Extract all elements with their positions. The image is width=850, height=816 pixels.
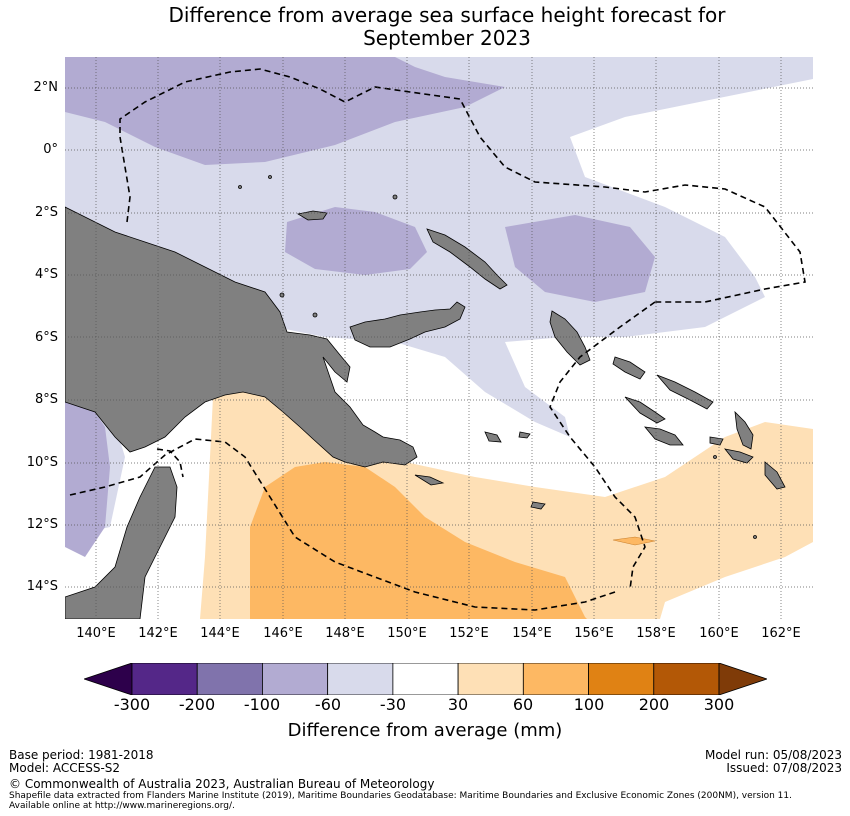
contour-orange-small	[612, 536, 656, 546]
land-islet	[238, 185, 242, 189]
lat-label: 14°S	[26, 579, 58, 594]
lon-label: 156°E	[574, 626, 614, 641]
issued-date: Issued: 07/08/2023	[726, 761, 842, 775]
map-panel	[65, 57, 813, 619]
title-line-1: Difference from average sea surface heig…	[168, 3, 726, 27]
land-new-georgia	[624, 396, 666, 424]
colorbar-segment	[131, 663, 198, 695]
colorbar-tick: -300	[113, 695, 151, 714]
land-malaita	[734, 410, 754, 450]
model-run: Model run: 05/08/2023	[704, 748, 842, 762]
lat-label: 8°S	[34, 392, 58, 407]
colorbar-tick: -200	[178, 695, 216, 714]
land-rossel	[530, 501, 546, 510]
title-line-2: September 2023	[363, 26, 531, 50]
colorbar-segment	[392, 663, 459, 695]
colorbar-segment	[653, 663, 720, 695]
colorbar-segment	[262, 663, 329, 695]
land-bougainville	[549, 310, 591, 366]
land-islet	[268, 175, 272, 179]
land-misima	[414, 474, 445, 486]
lon-label: 160°E	[699, 626, 739, 641]
colorbar-tick: 300	[703, 695, 735, 714]
colorbar	[84, 663, 767, 695]
eez-boundary-png-aus	[69, 438, 616, 611]
eez-boundary-south	[549, 301, 656, 590]
colorbar-segment	[522, 663, 589, 695]
lat-label: 0°	[43, 142, 58, 157]
base-period: Base period: 1981-2018	[9, 748, 154, 762]
eez-boundary-torres	[156, 448, 184, 478]
colorbar-tick: 200	[638, 695, 670, 714]
colorbar-extension-high	[718, 663, 767, 695]
land-new-guinea	[65, 206, 418, 468]
colorbar-segment	[196, 663, 263, 695]
colorbar-segments	[84, 663, 767, 695]
model-name: Model: ACCESS-S2	[9, 761, 121, 775]
contour-medium-purple-north	[65, 57, 505, 165]
colorbar-label: Difference from average (mm)	[287, 720, 563, 741]
lat-label: 12°S	[26, 517, 58, 532]
eez-boundary-north	[119, 68, 806, 303]
land-masses	[65, 175, 786, 619]
colorbar-tick: 30	[447, 695, 469, 714]
contour-orange	[250, 462, 587, 619]
lon-label: 152°E	[449, 626, 489, 641]
lat-label: 2°S	[34, 205, 58, 220]
land-santa-isabel	[656, 374, 714, 410]
copyright: © Commonwealth of Australia 2023, Austra…	[9, 777, 435, 791]
land-makira	[724, 448, 754, 464]
land-woodlark	[518, 431, 531, 439]
lon-label: 140°E	[76, 626, 116, 641]
lon-label: 150°E	[387, 626, 427, 641]
lon-label: 154°E	[512, 626, 552, 641]
chart-title: Difference from average sea surface heig…	[0, 4, 850, 50]
lat-label: 2°N	[33, 80, 59, 95]
colorbar-tick: 100	[573, 695, 605, 714]
contour-medium-purple-west	[65, 402, 110, 557]
colorbar-tick: 60	[512, 695, 534, 714]
contour-medium-purple-east	[505, 215, 655, 302]
land-new-ireland	[426, 228, 508, 290]
lon-label: 144°E	[200, 626, 240, 641]
colorbar-segment	[327, 663, 394, 695]
graticule	[65, 57, 813, 619]
land-choiseul	[612, 356, 646, 380]
land-islet	[312, 312, 318, 318]
lat-label: 10°S	[26, 455, 58, 470]
maritime-boundaries	[69, 68, 806, 611]
land-cape-york	[65, 466, 178, 619]
colorbar-tick: -60	[314, 695, 342, 714]
shapefile-credit: Shapefile data extracted from Flanders M…	[9, 791, 792, 801]
colorbar-segment	[588, 663, 655, 695]
land-islet	[713, 455, 717, 459]
lon-label: 146°E	[263, 626, 303, 641]
colorbar-tick: -30	[379, 695, 407, 714]
land-islet	[279, 292, 285, 298]
land-louisiade	[484, 431, 502, 443]
lat-label: 4°S	[34, 267, 58, 282]
lat-label: 6°S	[34, 330, 58, 345]
colorbar-extension-low	[84, 663, 133, 695]
lon-label: 158°E	[636, 626, 676, 641]
shapefile-url: Available online at http://www.marinereg…	[9, 801, 235, 811]
colorbar-segment	[457, 663, 524, 695]
land-guadalcanal	[644, 426, 684, 446]
land-new-britain	[349, 301, 466, 348]
land-islet	[392, 194, 398, 200]
lon-label: 142°E	[138, 626, 178, 641]
contour-medium-purple-center	[285, 207, 427, 275]
land-islet	[753, 535, 757, 539]
colorbar-tick: -100	[243, 695, 281, 714]
lon-label: 148°E	[325, 626, 365, 641]
land-santa-cruz	[764, 461, 786, 490]
lon-label: 162°E	[761, 626, 801, 641]
